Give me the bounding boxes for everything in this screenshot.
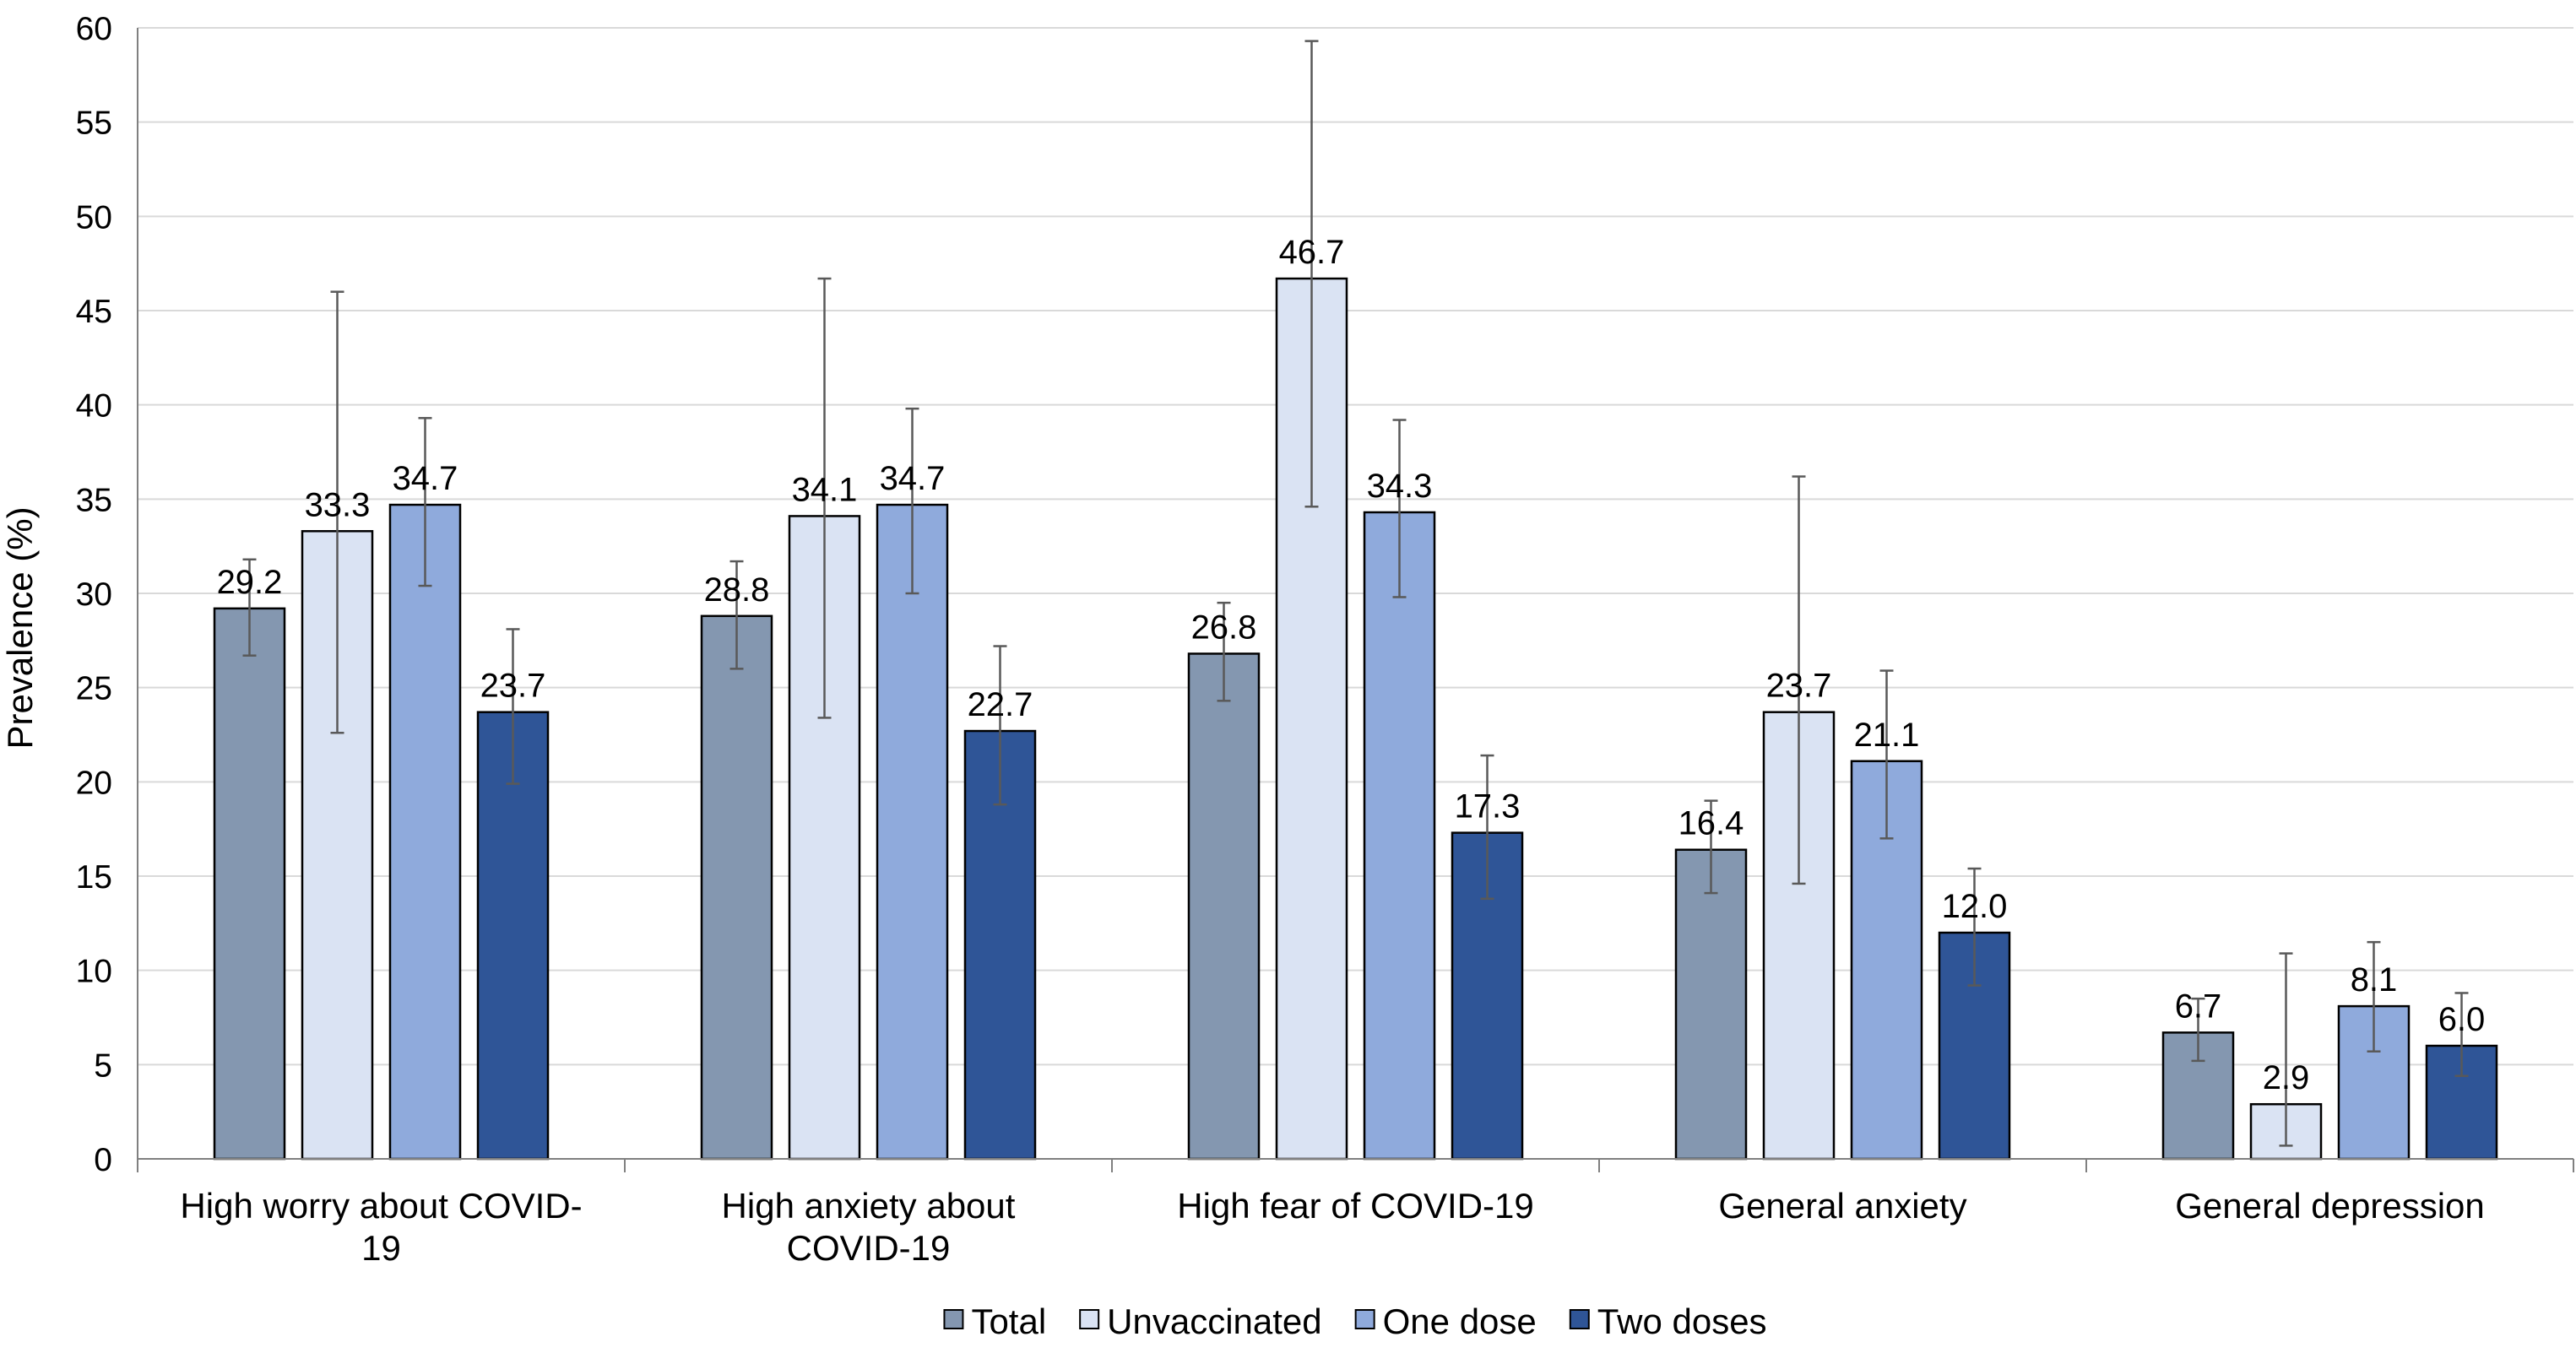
data-label: 34.1: [792, 471, 858, 508]
data-labels: 29.2 28.8 26.8 16.4 6.7 33.3 34.1 46.7 23.7 2.9 34…: [217, 234, 2486, 1096]
data-label: 34.3: [1367, 468, 1433, 505]
bar: [213, 607, 286, 1161]
data-label: 21.1: [1854, 717, 1920, 754]
data-label: 33.3: [305, 486, 371, 523]
legend-swatch: [1354, 1309, 1375, 1329]
error-bar: [1879, 669, 1894, 840]
data-label: 17.3: [1455, 788, 1521, 825]
y-tick-label: 0: [94, 1142, 112, 1178]
legend-item: Unvaccinated: [1079, 1302, 1322, 1341]
bar: [2161, 1031, 2235, 1161]
data-label: 8.1: [2351, 961, 2398, 999]
y-tick-label: 20: [76, 765, 112, 801]
data-label: 22.7: [968, 686, 1033, 723]
y-tick-label: 5: [94, 1047, 112, 1084]
legend-item: Total: [943, 1302, 1046, 1341]
bar: [388, 503, 462, 1161]
error-bar: [1217, 601, 1231, 702]
data-label: 46.7: [1279, 234, 1345, 271]
error-bar: [1704, 799, 1718, 895]
y-tick-label: 40: [76, 388, 112, 425]
y-tick-label: 55: [76, 106, 112, 142]
y-axis: 0 5 10 15 20 25 30 35 40 45 50 55 60: [76, 11, 138, 1178]
y-tick-label: 45: [76, 294, 112, 330]
y-tick-label: 50: [76, 199, 112, 235]
y-tick-label: 35: [76, 482, 112, 518]
y-tick-label: 60: [76, 11, 112, 47]
bar: [1187, 652, 1261, 1161]
y-tick-label: 15: [76, 859, 112, 896]
data-label: 2.9: [2263, 1059, 2310, 1096]
data-label: 16.4: [1678, 805, 1744, 842]
error-bar: [905, 407, 919, 595]
error-bar: [2191, 997, 2205, 1063]
legend: Total Unvaccinated One dose Two doses: [943, 1302, 1767, 1341]
error-bars: [242, 40, 2469, 1147]
data-label: 28.8: [704, 571, 770, 609]
y-axis-title: Prevalence (%): [0, 506, 40, 749]
y-tick-label: 25: [76, 671, 112, 707]
error-bar: [1304, 40, 1319, 508]
data-label: 29.2: [217, 564, 283, 601]
error-bar: [2367, 940, 2381, 1053]
legend-item: One dose: [1354, 1302, 1537, 1341]
data-label: 34.7: [880, 460, 946, 497]
error-bar: [993, 645, 1007, 806]
error-bar: [506, 628, 520, 785]
legend-item: Two doses: [1569, 1302, 1767, 1341]
error-bar: [817, 277, 832, 719]
bar: [476, 711, 550, 1161]
error-bar: [418, 417, 432, 587]
category-label: High fear of COVID-19: [1177, 1186, 1534, 1226]
data-label: 12.0: [1942, 888, 2008, 925]
category-label: High worry about COVID-19: [180, 1186, 582, 1268]
error-bar: [1480, 754, 1494, 901]
legend-swatch: [1079, 1309, 1100, 1329]
bar: [876, 503, 949, 1161]
error-bar: [330, 290, 344, 734]
legend-label: One dose: [1383, 1302, 1537, 1341]
data-label: 34.7: [393, 460, 458, 497]
category-label: General anxiety: [1718, 1186, 1966, 1226]
category-label: General depression: [2175, 1186, 2485, 1226]
y-tick-label: 30: [76, 576, 112, 613]
bar: [700, 614, 773, 1161]
data-label: 23.7: [480, 668, 546, 705]
data-label: 6.0: [2438, 1001, 2486, 1038]
data-label: 6.7: [2175, 988, 2222, 1025]
y-tick-label: 10: [76, 954, 112, 990]
error-bar: [1967, 867, 1982, 987]
legend-swatch: [1569, 1309, 1590, 1329]
error-bar: [2279, 952, 2293, 1147]
error-bar: [242, 558, 257, 657]
bar: [1363, 511, 1436, 1161]
legend-label: Unvaccinated: [1107, 1302, 1321, 1341]
legend-label: Total: [971, 1302, 1046, 1341]
error-bar: [1792, 475, 1806, 885]
legend-swatch: [943, 1309, 964, 1329]
error-bar: [1392, 419, 1407, 598]
x-axis: High worry about COVID-19 High anxiety ab…: [137, 1158, 2574, 1268]
error-bar: [2454, 992, 2469, 1077]
data-label: 23.7: [1766, 668, 1832, 705]
error-bar: [729, 560, 744, 670]
legend-label: Two doses: [1597, 1302, 1767, 1341]
bars: [213, 277, 2498, 1161]
category-label: High anxiety about COVID-19: [722, 1186, 1016, 1268]
bar: [1674, 848, 1748, 1161]
data-label: 26.8: [1191, 609, 1257, 646]
